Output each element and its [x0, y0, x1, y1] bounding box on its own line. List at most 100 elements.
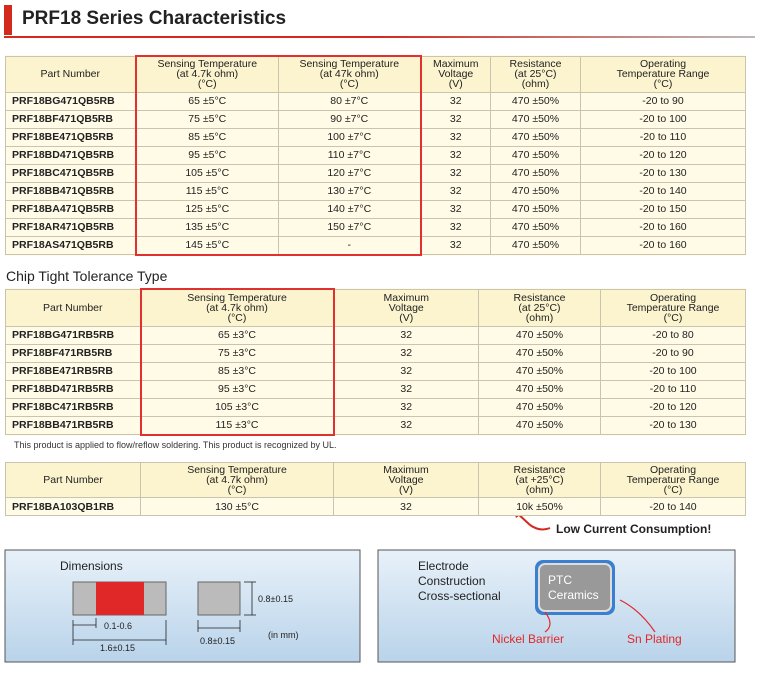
construction-title: Cross-sectional [418, 589, 501, 603]
cell: 32 [333, 379, 479, 399]
cell: 470 ±50% [478, 415, 601, 435]
header-line: (°C) [663, 311, 683, 324]
header-line: Part Number [40, 68, 101, 80]
cell: -20 to 130 [600, 415, 746, 435]
cell: 95 ±3°C [139, 379, 335, 399]
cell: 32 [333, 325, 479, 345]
header-line: Temperature Range [616, 68, 710, 80]
header-line: Operating [649, 464, 697, 476]
cell: 130 ±7°C [278, 181, 422, 201]
cell: 470 ±50% [478, 343, 601, 363]
cell: 32 [420, 235, 491, 255]
header-line: Maximum [432, 58, 479, 70]
table: Part Number Sensing Temperature (at 4.7k o… [5, 288, 746, 436]
cell: -20 to 120 [600, 397, 746, 417]
cell: -20 to 90 [580, 91, 746, 111]
part-number: PRF18BE471RB5RB [5, 361, 141, 381]
cell: 115 ±5°C [134, 181, 279, 201]
row: PRF18BB471RB5RB 115 ±3°C 32 470 ±50% -20 to … [5, 415, 746, 436]
header-line: Sensing Temperature [187, 291, 287, 304]
cell: 145 ±5°C [134, 235, 279, 256]
header-line: (°C) [227, 311, 247, 324]
cell: 470 ±50% [490, 217, 581, 237]
cell: 470 ±50% [490, 145, 581, 165]
row: PRF18BE471QB5RB 85 ±5°C 100 ±7°C 32 470 ±50%… [5, 127, 746, 147]
section-title: Chip Tight Tolerance Type [6, 268, 168, 284]
header-row: Part Number Sensing Temperature (at 4.7k o… [5, 55, 746, 93]
sn-label: Sn Plating [627, 632, 682, 646]
header-cell: Sensing Temperature (at 4.7k ohm) (°C) [139, 288, 335, 327]
header-line: Temperature Range [626, 301, 720, 314]
header-cell: Part Number [5, 462, 141, 498]
row: PRF18BF471RB5RB 75 ±3°C 32 470 ±50% -20 to 9… [5, 343, 746, 363]
header-line: Operating [639, 58, 687, 70]
part-number: PRF18BC471QB5RB [5, 163, 136, 183]
header-row: Part Number Sensing Temperature (at 4.7k o… [5, 462, 746, 498]
nickel-layer [538, 563, 612, 612]
cell: 85 ±3°C [139, 361, 335, 381]
header-line: (at 25°C) [514, 68, 557, 80]
cell: 470 ±50% [490, 235, 581, 255]
cell: 85 ±5°C [134, 127, 279, 147]
header-cell: Maximum Voltage (V) [333, 462, 479, 498]
header-line: Voltage [438, 68, 474, 80]
header-cell: Resistance (at 25°C) (ohm) [478, 288, 601, 327]
row: PRF18AR471QB5RB 135 ±5°C 150 ±7°C 32 470 ±50… [5, 217, 746, 237]
unit-note: (in mm) [268, 630, 299, 640]
cell: 470 ±50% [478, 379, 601, 399]
core-label: Ceramics [548, 588, 599, 602]
cell: 150 ±7°C [278, 217, 422, 237]
chip-end [197, 581, 241, 616]
header-line: (V) [448, 78, 463, 90]
cell: -20 to 110 [600, 379, 746, 399]
nickel-label: Nickel Barrier [492, 632, 564, 646]
header-line: Sensing Temperature [157, 58, 258, 71]
cell: 125 ±5°C [134, 199, 279, 219]
cell: -20 to 100 [580, 109, 746, 129]
header-line: Voltage [388, 301, 424, 314]
note: This product is applied to flow/reflow s… [14, 440, 337, 450]
cell: 130 ±5°C [140, 497, 334, 516]
cell: 135 ±5°C [134, 217, 279, 237]
header-line: Operating [649, 291, 697, 304]
header-line: Part Number [43, 474, 103, 486]
cell: 95 ±5°C [134, 145, 279, 165]
cell: 65 ±5°C [134, 91, 279, 111]
cell: 32 [420, 109, 491, 129]
header-line: Maximum [383, 291, 429, 304]
cell: 32 [420, 199, 491, 219]
part-number: PRF18BA103QB1RB [5, 497, 141, 516]
cell: -20 to 110 [580, 127, 746, 147]
cell: 32 [333, 497, 479, 516]
page-title: PRF18 Series Characteristics [22, 8, 287, 29]
header-cell: Operating Temperature Range (°C) [600, 288, 746, 327]
header-line: (ohm) [521, 78, 550, 90]
part-number: PRF18BG471RB5RB [5, 325, 141, 345]
header-line: (V) [399, 484, 413, 496]
cell: -20 to 100 [600, 361, 746, 381]
electrode-dim: 0.1-0.6 [104, 621, 132, 631]
header-line: (V) [399, 311, 414, 324]
dimensions-panel [4, 549, 361, 663]
length-dim: 1.6±0.15 [100, 643, 135, 653]
table: Part Number Sensing Temperature (at 4.7k o… [5, 55, 746, 256]
cell: 32 [333, 361, 479, 381]
header-cell: Part Number [5, 288, 141, 327]
construction-title: Construction [418, 574, 485, 588]
header-line: (at +25°C) [515, 474, 564, 486]
cell: - [278, 235, 422, 256]
cell: 32 [420, 181, 491, 201]
header-line: (at 4.7k ohm) [176, 68, 239, 81]
cell: 32 [420, 163, 491, 183]
cell: -20 to 160 [580, 235, 746, 255]
header-cell: Part Number [5, 55, 136, 93]
cell: 470 ±50% [478, 397, 601, 417]
header-line: Sensing Temperature [187, 464, 287, 476]
header-line: Maximum [383, 464, 429, 476]
cell: 32 [333, 343, 479, 363]
cell: 100 ±7°C [278, 127, 422, 147]
cell: 32 [420, 217, 491, 237]
cell: 470 ±50% [490, 127, 581, 147]
cell: 75 ±5°C [134, 109, 279, 129]
